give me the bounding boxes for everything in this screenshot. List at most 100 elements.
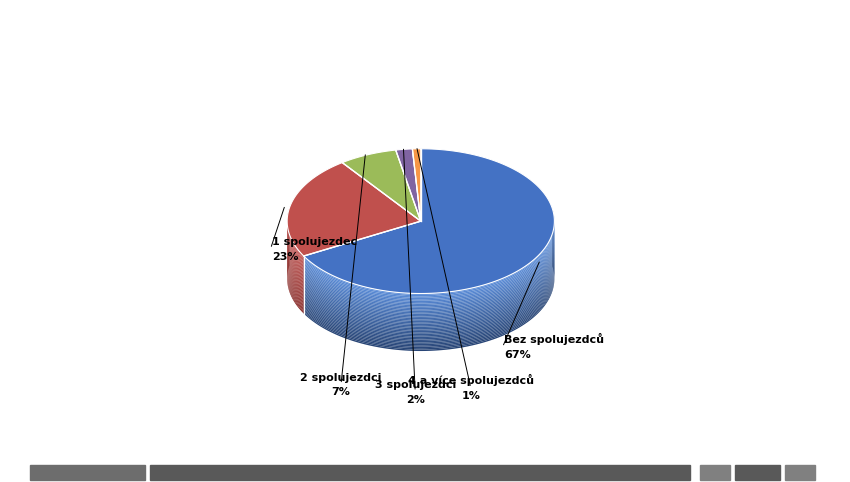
Polygon shape <box>287 241 303 291</box>
Polygon shape <box>287 254 303 304</box>
Polygon shape <box>287 218 303 268</box>
Polygon shape <box>287 230 303 279</box>
Text: 2 spolujezdci: 2 spolujezdci <box>300 373 382 383</box>
Polygon shape <box>303 254 554 341</box>
Polygon shape <box>287 231 303 281</box>
Polygon shape <box>303 252 554 338</box>
Polygon shape <box>287 263 303 312</box>
Polygon shape <box>303 249 554 335</box>
Polygon shape <box>343 150 421 221</box>
Polygon shape <box>303 259 554 345</box>
Text: 1 spolujezdec: 1 spolujezdec <box>272 237 358 247</box>
Polygon shape <box>287 223 303 272</box>
Polygon shape <box>303 228 554 315</box>
Text: 3 spolujezdci: 3 spolujezdci <box>375 380 456 390</box>
Polygon shape <box>287 214 303 263</box>
Polygon shape <box>287 239 303 288</box>
Polygon shape <box>287 220 303 269</box>
Polygon shape <box>303 231 554 318</box>
Polygon shape <box>303 257 554 344</box>
Polygon shape <box>287 250 303 299</box>
Polygon shape <box>303 214 554 301</box>
Polygon shape <box>287 224 303 273</box>
Polygon shape <box>303 220 554 307</box>
Polygon shape <box>287 260 303 309</box>
Polygon shape <box>303 237 554 324</box>
Bar <box>735 465 780 480</box>
Polygon shape <box>303 222 554 308</box>
Text: 4 a více spolujezdců: 4 a více spolujezdců <box>408 374 534 386</box>
Polygon shape <box>303 230 554 317</box>
Polygon shape <box>287 258 303 308</box>
Polygon shape <box>303 228 554 314</box>
Polygon shape <box>287 215 303 265</box>
Polygon shape <box>303 246 554 333</box>
Polygon shape <box>287 208 303 257</box>
Polygon shape <box>287 240 303 289</box>
Polygon shape <box>303 250 554 336</box>
Text: 2%: 2% <box>405 395 425 405</box>
Polygon shape <box>412 149 421 221</box>
Polygon shape <box>287 247 303 296</box>
Bar <box>785 465 815 480</box>
Bar <box>30 465 145 480</box>
Polygon shape <box>287 228 303 278</box>
Polygon shape <box>303 265 554 351</box>
Polygon shape <box>287 244 303 294</box>
Bar <box>700 465 730 480</box>
Polygon shape <box>287 243 303 292</box>
Polygon shape <box>287 226 303 275</box>
Polygon shape <box>287 233 303 282</box>
Polygon shape <box>287 251 303 301</box>
Polygon shape <box>287 211 303 260</box>
Polygon shape <box>303 213 554 299</box>
Polygon shape <box>303 219 554 305</box>
Polygon shape <box>287 253 303 302</box>
Polygon shape <box>303 240 554 327</box>
Polygon shape <box>303 262 554 348</box>
Polygon shape <box>303 234 554 321</box>
Bar <box>150 465 690 480</box>
Text: 23%: 23% <box>272 252 299 262</box>
Polygon shape <box>287 213 303 262</box>
Polygon shape <box>287 261 303 311</box>
Polygon shape <box>303 210 554 296</box>
Polygon shape <box>303 260 554 347</box>
Polygon shape <box>287 217 303 266</box>
Polygon shape <box>303 243 554 330</box>
Text: 7%: 7% <box>332 388 350 398</box>
Polygon shape <box>303 233 554 320</box>
Polygon shape <box>287 246 303 295</box>
Text: Bez spolujezdců: Bez spolujezdců <box>504 334 604 346</box>
Polygon shape <box>303 241 554 328</box>
Polygon shape <box>303 239 554 325</box>
Polygon shape <box>287 210 303 259</box>
Polygon shape <box>287 255 303 305</box>
Text: 1%: 1% <box>462 391 480 401</box>
Polygon shape <box>303 223 554 309</box>
Polygon shape <box>303 226 554 312</box>
Polygon shape <box>303 216 554 302</box>
Polygon shape <box>303 247 554 334</box>
Polygon shape <box>287 227 303 276</box>
Polygon shape <box>287 237 303 286</box>
Polygon shape <box>287 264 303 313</box>
Polygon shape <box>303 236 554 322</box>
Polygon shape <box>396 149 421 221</box>
Polygon shape <box>303 253 554 339</box>
Polygon shape <box>303 217 554 304</box>
Polygon shape <box>287 236 303 285</box>
Polygon shape <box>287 234 303 283</box>
Polygon shape <box>303 263 554 349</box>
Polygon shape <box>287 221 303 270</box>
Text: 67%: 67% <box>504 350 531 361</box>
Polygon shape <box>303 212 554 298</box>
Polygon shape <box>303 209 554 295</box>
Polygon shape <box>287 248 303 298</box>
Polygon shape <box>303 244 554 331</box>
Polygon shape <box>303 225 554 311</box>
Polygon shape <box>303 149 554 294</box>
Polygon shape <box>303 256 554 342</box>
Polygon shape <box>287 162 421 256</box>
Polygon shape <box>287 257 303 307</box>
